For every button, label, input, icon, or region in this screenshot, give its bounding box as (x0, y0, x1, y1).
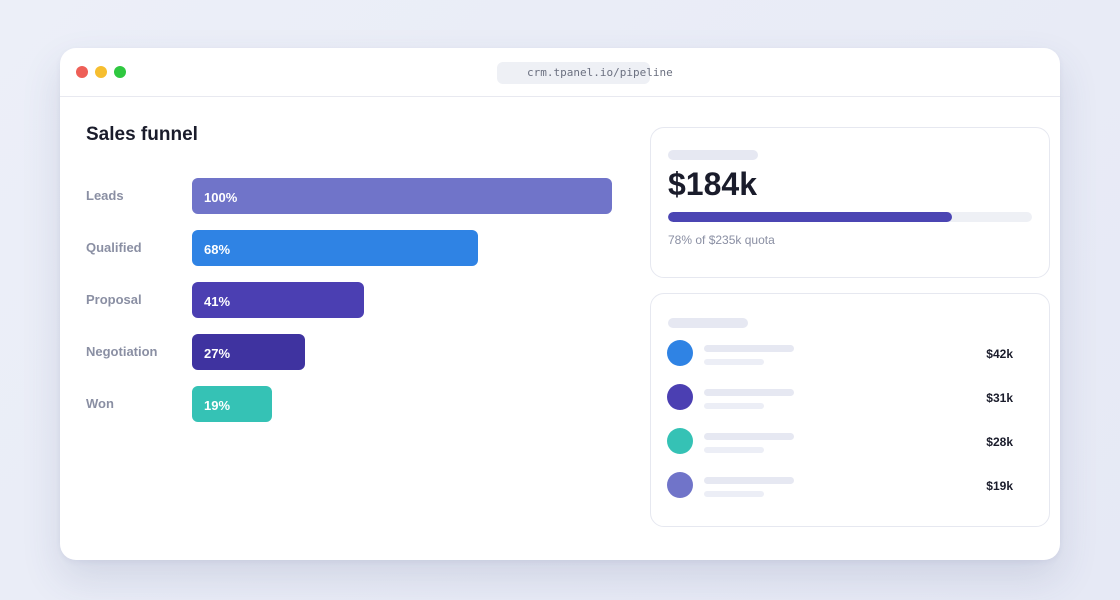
deal-meta-placeholder (704, 491, 764, 497)
funnel-stage-label-negotiation: Negotiation (86, 344, 158, 359)
funnel-bar-proposal[interactable] (192, 282, 365, 318)
browser-titlebar: crm.tpanel.io/pipeline (60, 48, 1060, 97)
page-title: Sales funnel (86, 124, 198, 145)
deal-name-placeholder (704, 345, 794, 352)
funnel-pct-qualified: 68% (204, 242, 231, 257)
funnel-stage-label-qualified: Qualified (86, 240, 142, 255)
revenue-amount: $184k (668, 166, 757, 202)
deal-amount: $31k (986, 391, 1013, 405)
funnel-stage-label-won: Won (86, 396, 114, 411)
revenue-card: $184k 78% of $235k quota (650, 127, 1050, 278)
deal-avatar (667, 384, 693, 410)
deal-name-placeholder (704, 389, 794, 396)
funnel-bar-negotiation[interactable] (192, 334, 306, 370)
funnel-bar-leads[interactable] (192, 178, 612, 214)
deal-name-placeholder (704, 477, 794, 484)
revenue-card-heading-placeholder (668, 150, 758, 160)
deal-amount: $19k (986, 479, 1013, 493)
maximize-window-button[interactable] (114, 66, 126, 78)
funnel-pct-won: 19% (204, 398, 231, 413)
quota-progress-track (668, 212, 1032, 222)
close-window-button[interactable] (76, 66, 88, 78)
deal-meta-placeholder (704, 403, 764, 409)
deal-avatar (667, 428, 693, 454)
top-deals-card: $42k $31k $28k $19k (650, 293, 1050, 527)
quota-progress-fill (668, 212, 952, 222)
funnel-pct-negotiation: 27% (204, 346, 231, 361)
deal-amount: $28k (986, 435, 1013, 449)
deal-amount: $42k (986, 347, 1013, 361)
funnel-bar-won[interactable] (192, 386, 272, 422)
minimize-window-button[interactable] (95, 66, 107, 78)
browser-window: crm.tpanel.io/pipeline Sales funnel Lead… (60, 48, 1060, 560)
deal-avatar (667, 340, 693, 366)
funnel-stage-label-proposal: Proposal (86, 292, 142, 307)
funnel-pct-proposal: 41% (204, 294, 231, 309)
address-bar-url[interactable]: crm.tpanel.io/pipeline (527, 66, 673, 79)
deal-meta-placeholder (704, 359, 764, 365)
top-deals-heading-placeholder (668, 318, 748, 328)
funnel-stage-label-leads: Leads (86, 188, 124, 203)
deal-name-placeholder (704, 433, 794, 440)
funnel-pct-leads: 100% (204, 190, 238, 205)
quota-caption: 78% of $235k quota (668, 233, 775, 247)
deal-meta-placeholder (704, 447, 764, 453)
address-bar[interactable] (497, 62, 650, 84)
funnel-bar-qualified[interactable] (192, 230, 478, 266)
deal-avatar (667, 472, 693, 498)
